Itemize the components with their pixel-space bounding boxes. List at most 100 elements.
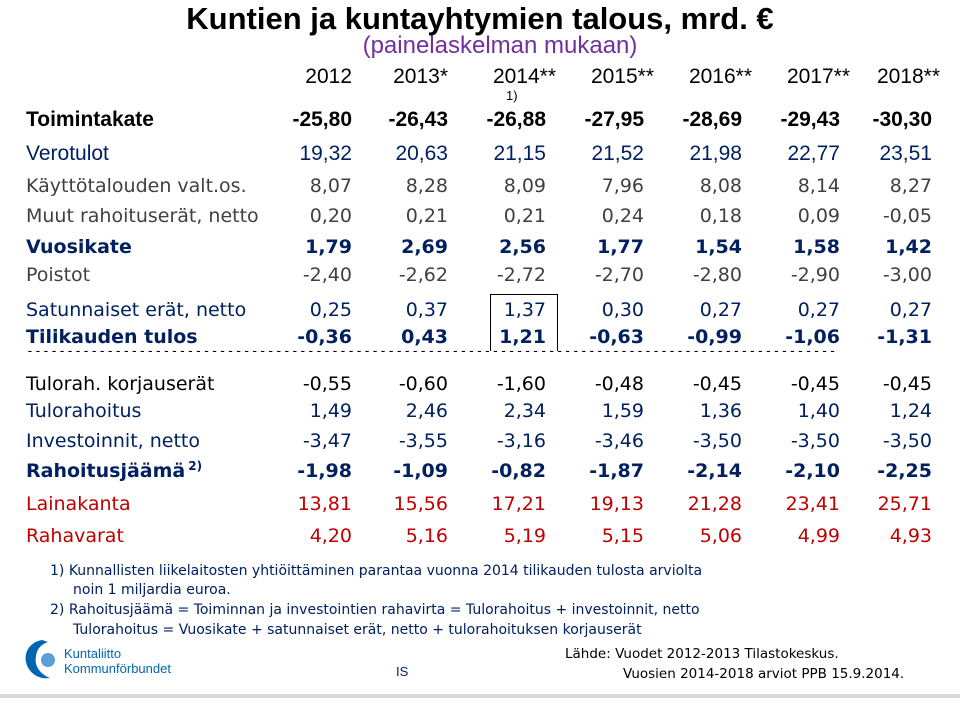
table-cell: -3,50 — [692, 430, 742, 452]
row-label: Vuosikate — [26, 236, 132, 258]
year-2012: 2012 — [305, 65, 352, 88]
year-2017: 2017** — [786, 65, 850, 88]
row-label: Käyttötalouden valt.os. — [26, 175, 247, 197]
table-cell: 15,56 — [393, 493, 448, 515]
table-cell: -0,45 — [692, 373, 742, 395]
row-label: Investoinnit, netto — [26, 430, 200, 452]
table-cell: 21,98 — [689, 142, 742, 165]
kuntaliitto-logo: Kuntaliitto Kommunförbundet — [22, 638, 182, 682]
table-cell: 21,28 — [687, 493, 742, 515]
table-cell: -2,40 — [302, 264, 352, 286]
source-line-1: Lähde: Vuodet 2012-2013 Tilastokeskus. — [565, 646, 839, 662]
logo-line-1: Kuntaliitto — [64, 646, 122, 661]
table-cell: 1,77 — [597, 236, 644, 258]
table-cell: 7,96 — [601, 175, 644, 197]
table-row: Rahavarat 4,20 5,16 5,19 5,15 5,06 4,99 … — [0, 522, 960, 550]
table-cell: 23,51 — [879, 142, 932, 165]
row-label: Verotulot — [26, 142, 109, 165]
table-cell: 1,54 — [695, 236, 742, 258]
row-label: Tulorahoitus — [26, 400, 142, 422]
year-2013: 2013* — [393, 65, 448, 88]
table-cell: -1,60 — [496, 373, 546, 395]
table-cell: 1,37 — [503, 299, 546, 321]
table-cell: 5,15 — [601, 525, 644, 547]
table-cell: 23,41 — [785, 493, 840, 515]
table-cell: 5,16 — [405, 525, 448, 547]
table-cell: 5,19 — [503, 525, 546, 547]
row-label: Poistot — [26, 264, 91, 286]
table-cell: -2,70 — [594, 264, 644, 286]
table-row: Muut rahoituserät, netto 0,20 0,21 0,21 … — [0, 202, 960, 230]
table-row: Poistot -2,40 -2,62 -2,72 -2,70 -2,80 -2… — [0, 261, 960, 289]
table-cell: -26,88 — [486, 108, 546, 131]
section-separator: ----------------------------------------… — [26, 346, 837, 358]
table-cell: 22,77 — [787, 142, 840, 165]
table-row: Vuosikate 1,79 2,69 2,56 1,77 1,54 1,58 … — [0, 233, 960, 261]
table-cell: 2,46 — [405, 400, 448, 422]
year-2018: 2018** — [876, 65, 940, 88]
table-cell: -2,72 — [496, 264, 546, 286]
table-cell: -0,63 — [589, 326, 644, 348]
table-cell: 20,63 — [395, 142, 448, 165]
table-row: Rahoitusjäämä 2) -1,98 -1,09 -0,82 -1,87 … — [0, 457, 960, 485]
row-label: Lainakanta — [26, 493, 131, 515]
table-cell: -0,82 — [491, 460, 546, 482]
table-cell: -0,36 — [297, 326, 352, 348]
table-cell: 4,93 — [889, 525, 932, 547]
table-row: Toimintakate -25,80 -26,43 -26,88 -27,95… — [0, 106, 960, 134]
footer-divider — [0, 694, 960, 698]
table-cell: 2,56 — [499, 236, 546, 258]
table-cell: -3,55 — [398, 430, 448, 452]
table-cell: -26,43 — [388, 108, 448, 131]
table-cell: 8,09 — [503, 175, 546, 197]
table-row: Lainakanta 13,81 15,56 17,21 19,13 21,28… — [0, 490, 960, 518]
table-row: Käyttötalouden valt.os. 8,07 8,28 8,09 7… — [0, 172, 960, 200]
table-cell: -28,69 — [682, 108, 742, 131]
row-label: Satunnaiset erät, netto — [26, 299, 247, 321]
table-cell: 8,27 — [889, 175, 932, 197]
table-cell: -2,90 — [790, 264, 840, 286]
table-cell: 4,99 — [797, 525, 840, 547]
logo-line-2: Kommunförbundet — [64, 661, 171, 676]
row-label: Tilikauden tulos — [26, 326, 198, 348]
table-cell: 19,32 — [299, 142, 352, 165]
table-cell: -25,80 — [292, 108, 352, 131]
highlight-box-2014 — [490, 294, 558, 351]
table-cell: 0,27 — [889, 299, 932, 321]
table-cell: 8,07 — [309, 175, 352, 197]
footnote-2: 2) Rahoitusjäämä = Toiminnan ja investoi… — [50, 602, 700, 618]
table-cell: 2,69 — [401, 236, 448, 258]
table-cell: -0,48 — [594, 373, 644, 395]
table-cell: 1,58 — [793, 236, 840, 258]
year-2016: 2016** — [688, 65, 752, 88]
page-title: Kuntien ja kuntayhtymien talous, mrd. € — [186, 1, 774, 36]
table-cell: -1,31 — [877, 326, 932, 348]
table-cell: -3,00 — [882, 264, 932, 286]
table-cell: 5,06 — [699, 525, 742, 547]
table-cell: 21,52 — [591, 142, 644, 165]
table-cell: -3,47 — [302, 430, 352, 452]
row-label: Rahoitusjäämä 2) — [26, 457, 202, 485]
table-cell: 1,49 — [309, 400, 352, 422]
year-2015: 2015** — [590, 65, 654, 88]
table-row: Verotulot 19,32 20,63 21,15 21,52 21,98 … — [0, 140, 960, 168]
row-label: Toimintakate — [26, 108, 154, 131]
table-cell: -3,50 — [882, 430, 932, 452]
table-cell: 0,25 — [309, 299, 352, 321]
table-cell: 0,21 — [405, 205, 448, 227]
table-cell: -2,25 — [877, 460, 932, 482]
table-cell: -1,98 — [297, 460, 352, 482]
table-cell: -0,99 — [687, 326, 742, 348]
table-cell: -0,45 — [790, 373, 840, 395]
table-cell: 19,13 — [589, 493, 644, 515]
row-label: Rahavarat — [26, 525, 124, 547]
table-cell: 21,15 — [493, 142, 546, 165]
table-cell: -2,14 — [687, 460, 742, 482]
table-cell: 13,81 — [297, 493, 352, 515]
table-cell: 1,59 — [601, 400, 644, 422]
table-cell: 8,08 — [699, 175, 742, 197]
table-cell: -3,16 — [496, 430, 546, 452]
table-cell: 0,09 — [797, 205, 840, 227]
table-row: Tilikauden tulos -0,36 0,43 1,21 -0,63 -… — [0, 323, 960, 351]
table-row: Satunnaiset erät, netto 0,25 0,37 1,37 0… — [0, 296, 960, 324]
